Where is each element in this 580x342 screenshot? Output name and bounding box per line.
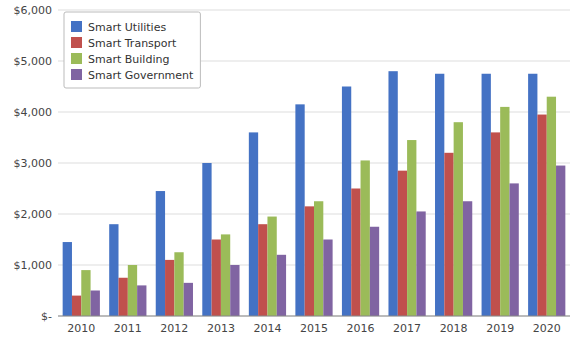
bar <box>63 242 72 316</box>
bar <box>174 252 183 316</box>
x-tick-label: 2010 <box>67 322 95 335</box>
bar <box>230 265 239 316</box>
x-tick-label: 2019 <box>486 322 514 335</box>
legend-swatch <box>71 69 82 80</box>
bar <box>463 201 472 316</box>
bar <box>547 97 556 316</box>
grid-line <box>58 316 570 317</box>
bar <box>351 189 360 317</box>
bar <box>156 191 165 316</box>
bar <box>91 291 100 317</box>
bar <box>537 115 546 316</box>
bar <box>556 166 565 316</box>
bar <box>305 206 314 316</box>
bar <box>314 201 323 316</box>
legend: Smart Utilities Smart Transport Smart Buil… <box>64 12 200 88</box>
legend-label: Smart Utilities <box>88 21 166 34</box>
bar <box>370 227 379 316</box>
bar <box>435 74 444 316</box>
y-tick-label: $4,000 <box>14 106 53 119</box>
y-tick-label: $- <box>41 310 52 323</box>
legend-box <box>64 12 200 88</box>
grid <box>58 10 570 316</box>
bar <box>491 132 500 316</box>
legend-swatch <box>71 53 82 64</box>
bar <box>119 278 128 316</box>
bar <box>128 265 137 316</box>
x-tick-label: 2016 <box>347 322 375 335</box>
bar <box>202 163 211 316</box>
bar <box>249 132 258 316</box>
legend-label: Smart Government <box>88 69 194 82</box>
legend-label: Smart Transport <box>88 37 177 50</box>
bar <box>165 260 174 316</box>
bar <box>509 183 518 316</box>
x-tick-label: 2017 <box>393 322 421 335</box>
x-axis-line <box>58 316 570 317</box>
x-tick-label: 2018 <box>440 322 468 335</box>
bar <box>277 255 286 316</box>
bar <box>221 234 230 316</box>
y-tick-label: $6,000 <box>14 4 53 17</box>
legend-swatch <box>71 21 82 32</box>
bar <box>407 140 416 316</box>
bar <box>267 217 276 316</box>
bar <box>137 285 146 316</box>
bar <box>482 74 491 316</box>
y-tick-label: $3,000 <box>14 157 53 170</box>
bar <box>388 71 397 316</box>
legend-swatch <box>71 37 82 48</box>
bar <box>398 171 407 316</box>
grid-line <box>58 10 570 11</box>
y-tick-label: $5,000 <box>14 55 53 68</box>
bar <box>295 104 304 316</box>
x-tick-label: 2011 <box>114 322 142 335</box>
bar <box>212 240 221 317</box>
bar <box>342 87 351 317</box>
bar <box>528 74 537 316</box>
x-tick-label: 2014 <box>253 322 281 335</box>
bar <box>323 240 332 317</box>
bar <box>184 283 193 316</box>
bar <box>454 122 463 316</box>
bar <box>444 153 453 316</box>
legend-label: Smart Building <box>88 53 169 66</box>
x-tick-label: 2015 <box>300 322 328 335</box>
bar <box>361 160 370 316</box>
chart: $- $1,000 $2,000 $3,000 $4,000 $5,000 $6,000 20… <box>0 0 580 342</box>
x-tick-label: 2012 <box>160 322 188 335</box>
y-tick-label: $1,000 <box>14 259 53 272</box>
bar <box>416 211 425 316</box>
x-tick-label: 2020 <box>533 322 561 335</box>
grid-line <box>58 112 570 113</box>
y-tick-label: $2,000 <box>14 208 53 221</box>
x-tick-label: 2013 <box>207 322 235 335</box>
bar <box>500 107 509 316</box>
bar <box>258 224 267 316</box>
bar <box>72 296 81 316</box>
bar <box>81 270 90 316</box>
bar <box>109 224 118 316</box>
